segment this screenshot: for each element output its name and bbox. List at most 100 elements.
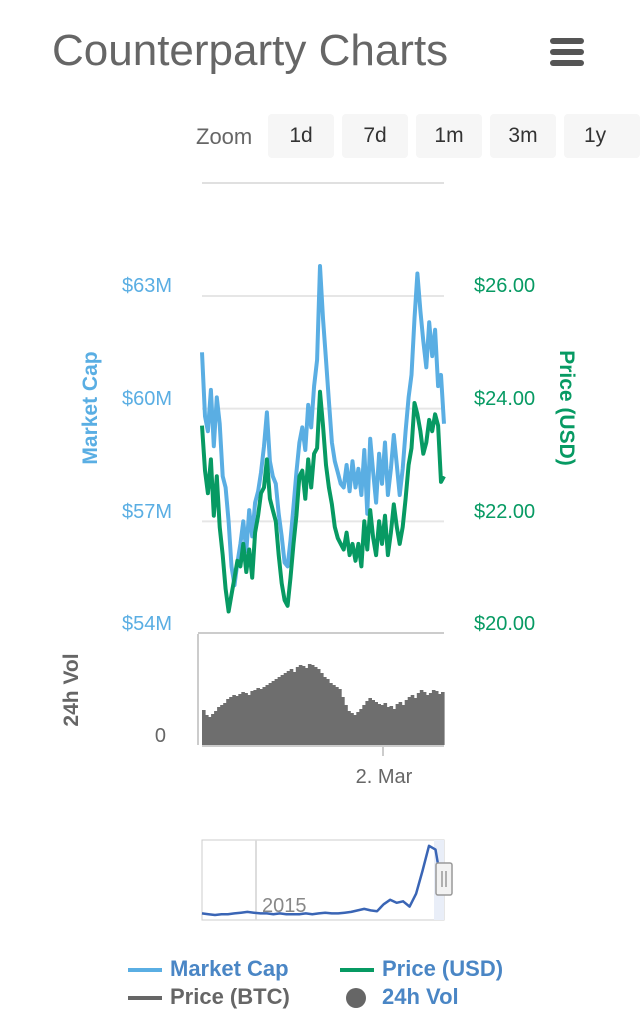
volume-bar [353, 715, 357, 745]
volume-bar [220, 705, 224, 745]
volume-bar [253, 690, 257, 745]
y-left-axis-label: Market Cap [79, 351, 102, 464]
y-left-tick: $60M [122, 388, 172, 410]
y-left-tick: $57M [122, 501, 172, 523]
y-right-tick: $24.00 [474, 388, 535, 410]
volume-bar [313, 667, 318, 745]
volume-bar [410, 695, 415, 745]
volume-bar [307, 664, 312, 745]
volume-bar [413, 698, 418, 745]
volume-bar [377, 704, 381, 745]
volume-bar [320, 673, 324, 745]
volume-bar [329, 683, 333, 745]
volume-bar [241, 692, 245, 745]
volume-bar [223, 703, 227, 745]
volume-bar [277, 677, 282, 745]
zoom-label: Zoom [196, 124, 253, 149]
legend-price-usd[interactable]: Price (USD) [340, 956, 503, 982]
volume-bar [271, 681, 276, 745]
volume-bar [323, 677, 327, 745]
volume-bar [205, 715, 209, 745]
volume-bar [359, 709, 363, 745]
volume-bar [235, 696, 239, 745]
x-axis-tick-label: 2. Mar [356, 766, 413, 788]
navigator-handle[interactable] [435, 862, 453, 896]
y-right-tick: $26.00 [474, 275, 535, 297]
zoom-1m-button[interactable]: 1m [416, 114, 482, 158]
navigator-x-label: 2015 [262, 895, 307, 917]
volume-bar [383, 703, 388, 745]
volume-bar [356, 712, 360, 745]
volume-bar [392, 709, 397, 745]
volume-bar [274, 679, 279, 745]
volume-bar [431, 690, 436, 745]
legend-24h-vol[interactable]: 24h Vol [346, 984, 459, 1010]
zoom-7d-button[interactable]: 7d [342, 114, 408, 158]
volume-bar [332, 685, 336, 745]
volume-axis-label: 24h Vol [60, 653, 83, 726]
volume-bar [304, 668, 309, 745]
volume-bar [250, 691, 254, 745]
legend-dot-swatch [346, 988, 366, 1009]
navigator-frame [201, 839, 445, 921]
volume-bar [208, 717, 212, 745]
volume-bar [434, 691, 439, 745]
volume-bar [335, 687, 339, 745]
y-left-tick: $54M [122, 613, 172, 635]
volume-bar [301, 666, 306, 745]
y-left-tick: $63M [122, 275, 172, 297]
zoom-1y-button[interactable]: 1y [564, 114, 640, 158]
legend-label: Price (BTC) [170, 984, 290, 1009]
volume-bar [326, 679, 330, 745]
zoom-3m-button[interactable]: 3m [490, 114, 556, 158]
zoom-1d-button[interactable]: 1d [268, 114, 334, 158]
volume-bar [310, 665, 315, 745]
legend-label: Price (USD) [382, 956, 504, 981]
volume-bar [389, 706, 394, 745]
volume-bar [244, 693, 248, 745]
volume-bar [265, 685, 270, 745]
y-right-tick: $20.00 [474, 613, 535, 635]
volume-bar [268, 683, 273, 745]
volume-bar [419, 690, 424, 745]
legend-line-swatch [340, 968, 374, 973]
y-right-axis-label: Price (USD) [555, 350, 578, 466]
volume-bar [217, 707, 221, 745]
y-right-tick: $22.00 [474, 501, 535, 523]
volume-bar [226, 699, 230, 745]
volume-bar [371, 700, 375, 745]
volume-bar [316, 669, 321, 745]
volume-bar [262, 687, 267, 745]
volume-bar [289, 669, 294, 745]
volume-bar [280, 675, 285, 745]
legend-market-cap[interactable]: Market Cap [128, 956, 289, 982]
volume-bar [229, 697, 233, 745]
volume-bar [259, 689, 264, 745]
legend-label: Market Cap [170, 956, 289, 981]
market-cap-line [200, 264, 446, 588]
legend-label: 24h Vol [382, 984, 459, 1009]
volume-bar [401, 705, 406, 745]
legend-price-btc[interactable]: Price (BTC) [128, 984, 290, 1010]
volume-bar [368, 698, 372, 745]
volume-bar [398, 702, 403, 745]
volume-bar [374, 702, 378, 745]
volume-bar [283, 673, 288, 745]
volume-bar [292, 672, 297, 745]
volume-bar [428, 693, 433, 745]
volume-bar [350, 713, 354, 745]
volume-bar [338, 689, 342, 745]
volume-bar [256, 688, 260, 745]
volume-bar [298, 665, 303, 745]
legend-line-swatch [128, 968, 162, 973]
volume-bar [211, 714, 215, 745]
hamburger-menu-icon[interactable] [550, 38, 586, 66]
volume-bar [347, 711, 351, 745]
navigator-line [201, 844, 444, 917]
volume-bar [441, 692, 445, 745]
page-title: Counterparty Charts [52, 26, 449, 75]
volume-bar [407, 697, 412, 745]
volume-bar [422, 692, 427, 745]
volume-bar [341, 697, 345, 745]
volume-bar [232, 695, 236, 745]
